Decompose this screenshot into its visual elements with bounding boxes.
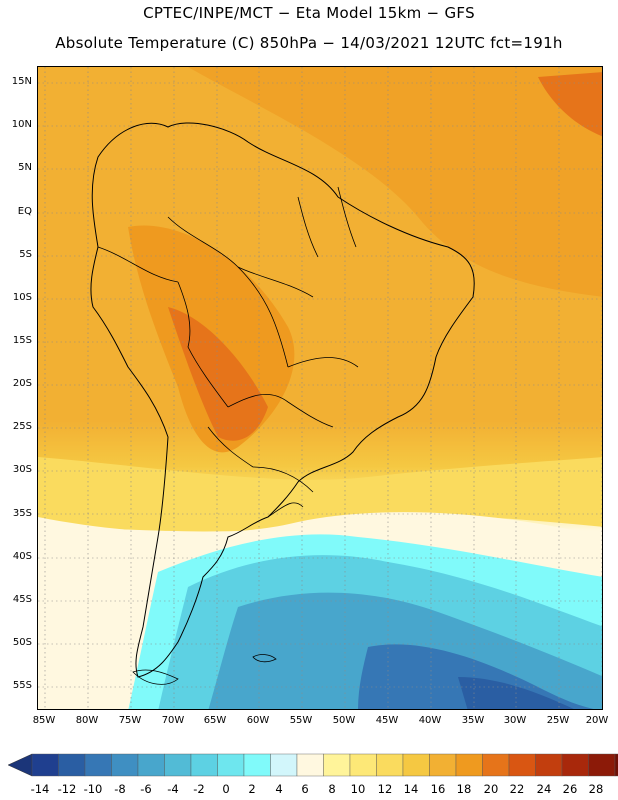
colorbar-label: 0 (222, 782, 230, 796)
hot-zone-chaco (168, 307, 268, 441)
colorbar-arrow-left (7, 753, 33, 777)
colorbar-label: -12 (57, 782, 77, 796)
lat-label: 25S (12, 421, 32, 432)
falkland-islands (252, 654, 277, 663)
lat-label: EQ (17, 206, 32, 217)
hot-spot-ne (538, 72, 602, 137)
chart-title-line1: CPTEC/INPE/MCT − Eta Model 15km − GFS (143, 4, 475, 22)
lat-label: 5S (19, 249, 32, 260)
colorbar-swatch (482, 753, 510, 777)
lat-label: 20S (12, 378, 32, 389)
colorbar-label: -4 (167, 782, 179, 796)
colorbar-label: 14 (403, 782, 419, 796)
map-canvas (38, 67, 602, 709)
colorbar-label: 18 (456, 782, 472, 796)
colorbar-swatch (429, 753, 457, 777)
lat-label: 55S (12, 680, 32, 691)
lat-label: 15S (12, 335, 32, 346)
lat-label: 50S (12, 637, 32, 648)
colorbar-label: -6 (140, 782, 152, 796)
tierra-del-fuego (132, 669, 179, 685)
lon-label: 80W (75, 715, 99, 726)
colorbar-swatch (323, 753, 351, 777)
cool-band-pale (38, 512, 602, 587)
lon-label: 35W (461, 715, 485, 726)
colorbar-swatch (31, 753, 59, 777)
colorbar-swatch (455, 753, 483, 777)
lat-label: 10S (12, 292, 32, 303)
lon-label: 30W (503, 715, 527, 726)
colorbar-swatch (243, 753, 271, 777)
colorbar-swatch (137, 753, 165, 777)
lon-label: 70W (161, 715, 185, 726)
lat-label: 35S (12, 508, 32, 519)
lon-label: 50W (332, 715, 356, 726)
lon-label: 65W (203, 715, 227, 726)
colorbar-label: 16 (430, 782, 446, 796)
colorbar-swatch (376, 753, 404, 777)
colorbar-label: 20 (483, 782, 499, 796)
lat-label: 30S (12, 464, 32, 475)
colorbar-label: 8 (328, 782, 336, 796)
lon-label: 40W (418, 715, 442, 726)
lon-label: 85W (32, 715, 56, 726)
colorbar-label: 6 (301, 782, 309, 796)
colorbar-swatch (111, 753, 139, 777)
colorbar-swatch (164, 753, 192, 777)
lat-label: 40S (12, 551, 32, 562)
colorbar-swatch (561, 753, 589, 777)
colorbar-swatch (614, 753, 618, 777)
colorbar-swatch (296, 753, 324, 777)
colorbar-swatch (349, 753, 377, 777)
colorbar-swatch (217, 753, 245, 777)
colorbar-label: -10 (83, 782, 103, 796)
lat-label: 10N (11, 119, 32, 130)
lon-label: 55W (289, 715, 313, 726)
lon-label: 25W (546, 715, 570, 726)
colorbar-label: -14 (30, 782, 50, 796)
colorbar-swatch (588, 753, 616, 777)
coastline-south-america (90, 122, 475, 678)
colorbar-swatch (190, 753, 218, 777)
temperature-map (37, 66, 603, 710)
lat-label: 5N (18, 162, 32, 173)
warm-band-ne (188, 67, 602, 297)
cool-band-yellow (38, 457, 602, 532)
colorbar-swatch (402, 753, 430, 777)
country-borders (97, 186, 359, 518)
colorbar-label: 4 (275, 782, 283, 796)
colorbar-label: -2 (193, 782, 205, 796)
lon-label: 60W (246, 715, 270, 726)
colorbar-label: 22 (509, 782, 525, 796)
colorbar (7, 753, 618, 777)
colorbar-label: 2 (248, 782, 256, 796)
grid-lines (38, 67, 602, 709)
lon-label: 75W (118, 715, 142, 726)
chart-title-line2: Absolute Temperature (C) 850hPa − 14/03/… (55, 34, 563, 52)
colorbar-label: -8 (114, 782, 126, 796)
colorbar-swatch (84, 753, 112, 777)
colorbar-swatch (508, 753, 536, 777)
lat-label: 45S (12, 594, 32, 605)
colorbar-label: 24 (536, 782, 552, 796)
lon-label: 20W (585, 715, 609, 726)
colorbar-label: 12 (377, 782, 393, 796)
colorbar-label: 28 (588, 782, 604, 796)
lon-label: 45W (375, 715, 399, 726)
lat-label: 15N (11, 76, 32, 87)
colorbar-swatch (535, 753, 563, 777)
colorbar-swatch (58, 753, 86, 777)
colorbar-swatch (270, 753, 298, 777)
colorbar-label: 26 (562, 782, 578, 796)
colorbar-label: 10 (350, 782, 366, 796)
